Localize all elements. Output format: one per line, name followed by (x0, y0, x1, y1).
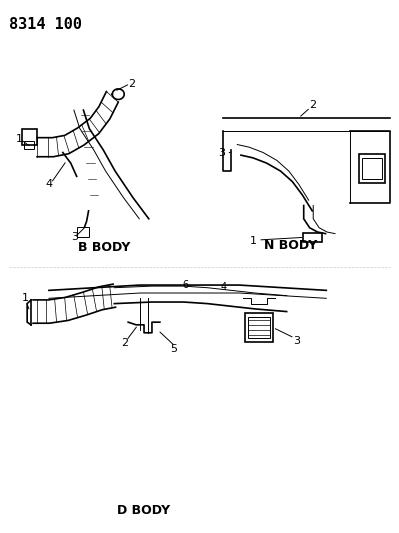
Text: 2: 2 (128, 78, 136, 88)
Bar (22, 128, 37, 144)
Bar (24, 141, 34, 149)
Text: 8314 100: 8314 100 (9, 17, 82, 33)
Bar (245, 313, 273, 342)
Bar (302, 232, 322, 242)
Text: 5: 5 (170, 344, 177, 354)
Text: N BODY: N BODY (264, 239, 317, 252)
Bar (359, 154, 385, 183)
Text: 2: 2 (309, 100, 316, 110)
Bar (77, 227, 89, 237)
Text: 4: 4 (220, 281, 226, 292)
Text: 1: 1 (16, 134, 23, 144)
Text: D BODY: D BODY (117, 504, 171, 517)
Bar (362, 158, 382, 179)
Text: 3: 3 (218, 148, 225, 158)
Text: B BODY: B BODY (78, 241, 130, 254)
Text: 3: 3 (71, 232, 78, 243)
Text: 3: 3 (293, 336, 300, 346)
Text: 1: 1 (249, 236, 257, 246)
Text: 6: 6 (183, 280, 189, 290)
Text: 2: 2 (120, 338, 128, 349)
Text: 4: 4 (45, 179, 53, 189)
Text: 1: 1 (22, 293, 29, 303)
Bar (248, 317, 270, 338)
